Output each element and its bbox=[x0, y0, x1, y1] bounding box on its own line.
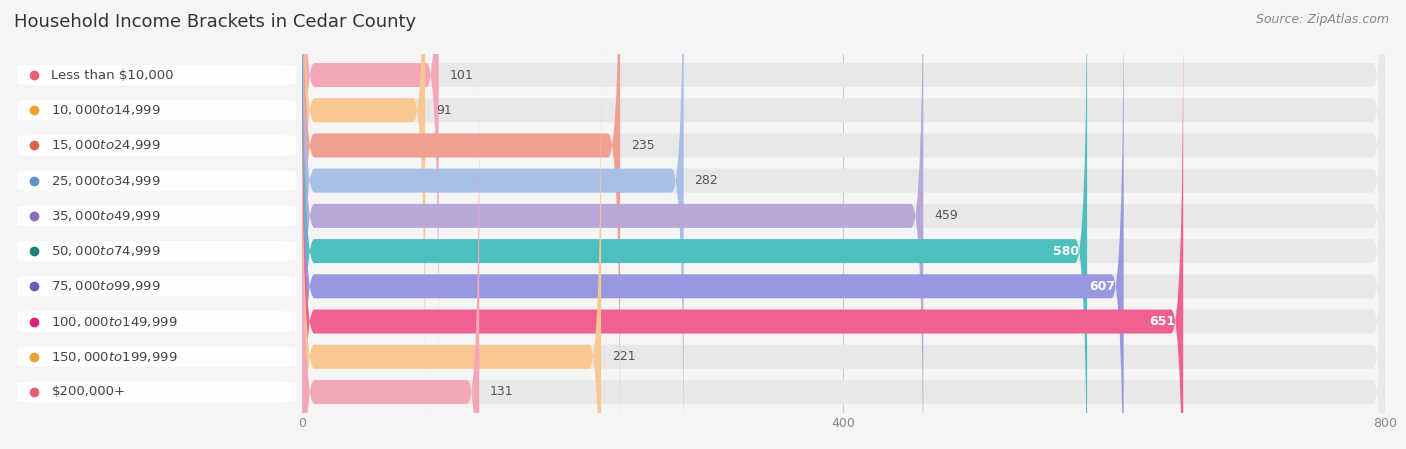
FancyBboxPatch shape bbox=[302, 0, 1385, 415]
Text: 235: 235 bbox=[631, 139, 655, 152]
Text: 607: 607 bbox=[1090, 280, 1115, 293]
Text: $200,000+: $200,000+ bbox=[52, 385, 125, 398]
FancyBboxPatch shape bbox=[302, 0, 439, 380]
FancyBboxPatch shape bbox=[302, 0, 1385, 380]
FancyBboxPatch shape bbox=[302, 0, 1385, 449]
FancyBboxPatch shape bbox=[302, 17, 1385, 449]
FancyBboxPatch shape bbox=[17, 241, 297, 261]
FancyBboxPatch shape bbox=[302, 0, 1385, 449]
Text: 459: 459 bbox=[934, 209, 957, 222]
FancyBboxPatch shape bbox=[17, 206, 297, 226]
Text: 282: 282 bbox=[695, 174, 718, 187]
FancyBboxPatch shape bbox=[302, 0, 620, 449]
FancyBboxPatch shape bbox=[17, 382, 297, 402]
FancyBboxPatch shape bbox=[302, 52, 602, 449]
FancyBboxPatch shape bbox=[17, 311, 297, 332]
Text: 91: 91 bbox=[436, 104, 451, 117]
Text: 131: 131 bbox=[491, 385, 513, 398]
FancyBboxPatch shape bbox=[302, 0, 924, 449]
Text: $75,000 to $99,999: $75,000 to $99,999 bbox=[52, 279, 162, 293]
Text: $100,000 to $149,999: $100,000 to $149,999 bbox=[52, 314, 179, 329]
FancyBboxPatch shape bbox=[17, 100, 297, 120]
FancyBboxPatch shape bbox=[302, 87, 479, 449]
Text: $35,000 to $49,999: $35,000 to $49,999 bbox=[52, 209, 162, 223]
FancyBboxPatch shape bbox=[17, 276, 297, 296]
FancyBboxPatch shape bbox=[302, 0, 1385, 449]
FancyBboxPatch shape bbox=[302, 0, 1087, 449]
FancyBboxPatch shape bbox=[17, 135, 297, 156]
FancyBboxPatch shape bbox=[302, 0, 1385, 449]
FancyBboxPatch shape bbox=[17, 347, 297, 367]
FancyBboxPatch shape bbox=[302, 0, 425, 415]
FancyBboxPatch shape bbox=[302, 0, 1123, 449]
Text: 580: 580 bbox=[1053, 245, 1078, 258]
FancyBboxPatch shape bbox=[302, 52, 1385, 449]
Text: $150,000 to $199,999: $150,000 to $199,999 bbox=[52, 350, 179, 364]
Text: Household Income Brackets in Cedar County: Household Income Brackets in Cedar Count… bbox=[14, 13, 416, 31]
FancyBboxPatch shape bbox=[17, 65, 297, 85]
Text: 221: 221 bbox=[612, 350, 636, 363]
Text: Source: ZipAtlas.com: Source: ZipAtlas.com bbox=[1256, 13, 1389, 26]
Text: $15,000 to $24,999: $15,000 to $24,999 bbox=[52, 138, 162, 153]
FancyBboxPatch shape bbox=[302, 0, 683, 449]
FancyBboxPatch shape bbox=[17, 171, 297, 191]
FancyBboxPatch shape bbox=[302, 87, 1385, 449]
Text: $10,000 to $14,999: $10,000 to $14,999 bbox=[52, 103, 162, 117]
FancyBboxPatch shape bbox=[302, 17, 1184, 449]
FancyBboxPatch shape bbox=[302, 0, 1385, 449]
Text: 651: 651 bbox=[1149, 315, 1175, 328]
Text: $25,000 to $34,999: $25,000 to $34,999 bbox=[52, 174, 162, 188]
Text: Less than $10,000: Less than $10,000 bbox=[52, 69, 174, 82]
Text: $50,000 to $74,999: $50,000 to $74,999 bbox=[52, 244, 162, 258]
Text: 101: 101 bbox=[450, 69, 474, 82]
